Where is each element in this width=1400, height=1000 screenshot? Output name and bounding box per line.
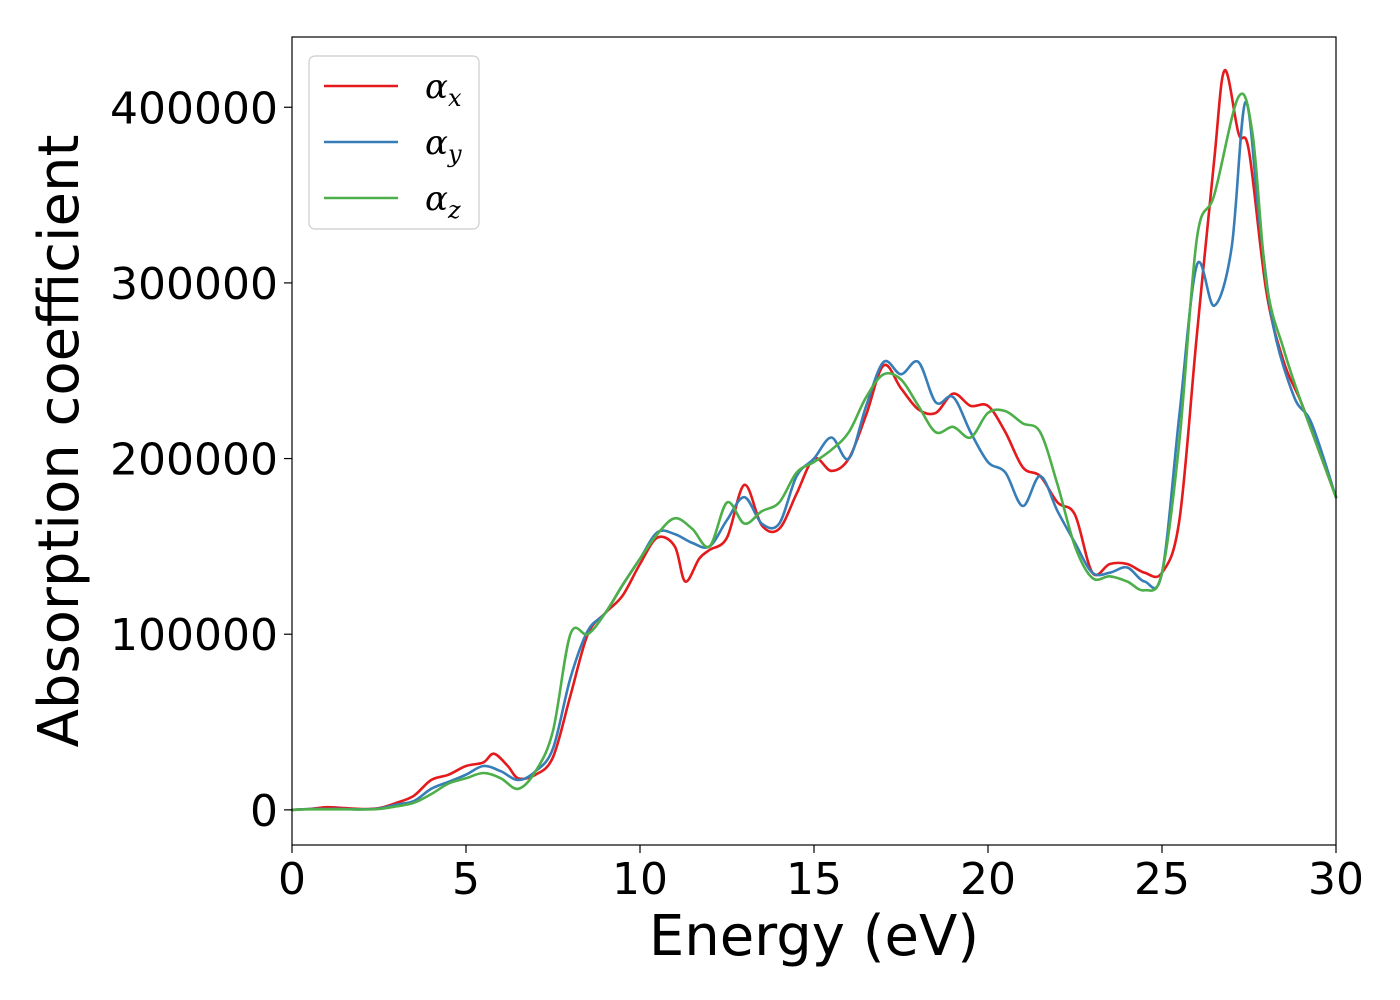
y-tick-label: 200000 [110, 435, 278, 486]
x-tick-label: 30 [1308, 854, 1364, 905]
legend-subscript: y [447, 140, 462, 168]
y-tick-label: 0 [250, 786, 278, 837]
series-line-alpha-x [290, 69, 1338, 812]
y-tick-label: 300000 [110, 259, 278, 310]
y-tick-label: 100000 [110, 610, 278, 661]
y-axis-ticks: 0 100000 200000 300000 400000 [110, 83, 292, 837]
x-axis-ticks: 0 5 10 15 20 25 30 [278, 845, 1364, 905]
legend-subscript: x [448, 84, 462, 112]
x-tick-label: 20 [960, 854, 1016, 905]
series-line-alpha-z [290, 92, 1338, 812]
legend-subscript: z [447, 196, 461, 224]
legend-label-alpha-x: αx [425, 67, 462, 112]
x-tick-label: 0 [278, 854, 306, 905]
x-tick-label: 25 [1134, 854, 1190, 905]
x-tick-label: 5 [452, 854, 480, 905]
x-tick-label: 15 [786, 854, 842, 905]
series-layer [290, 69, 1338, 812]
y-tick-label: 400000 [110, 83, 278, 134]
x-tick-label: 10 [612, 854, 668, 905]
x-axis-label: Energy (eV) [649, 904, 979, 969]
y-axis-label: Absorption coefficient [27, 135, 92, 748]
